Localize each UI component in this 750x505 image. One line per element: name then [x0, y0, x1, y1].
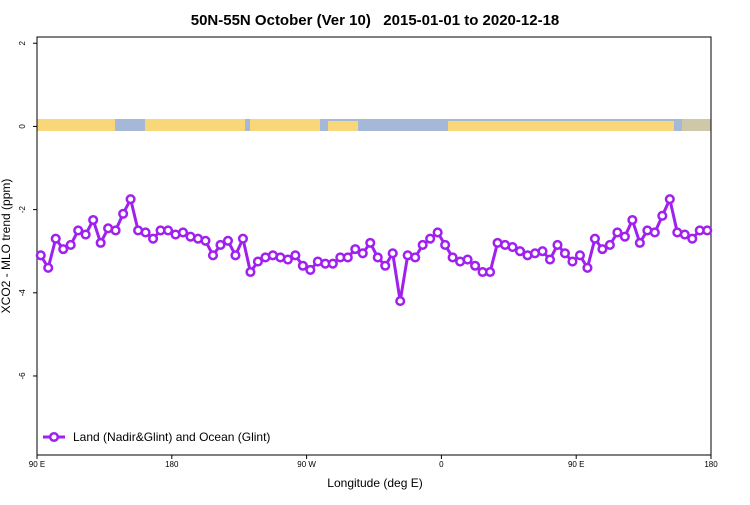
x-tick-label: 180: [704, 460, 718, 469]
data-point: [282, 254, 293, 265]
data-point: [215, 239, 226, 251]
plot-frame: [36, 36, 712, 456]
data-point: [297, 260, 308, 271]
data-point: [619, 231, 630, 242]
data-point: [432, 227, 443, 238]
data-point: [88, 214, 99, 226]
data-point: [110, 225, 121, 236]
data-point: [387, 248, 398, 259]
data-point: [43, 262, 54, 273]
data-point: [222, 235, 234, 246]
data-point: [395, 296, 406, 307]
data-point: [559, 248, 571, 259]
x-tick-label: 90 E: [568, 460, 584, 469]
y-tick-label: -6: [18, 372, 27, 380]
data-point: [410, 252, 421, 263]
data-point: [207, 250, 219, 261]
data-point: [65, 239, 76, 251]
y-tick-label: 2: [18, 40, 27, 45]
y-tick-label: -2: [18, 206, 27, 214]
data-point: [537, 246, 548, 257]
data-point: [230, 250, 241, 261]
data-point: [148, 233, 159, 244]
data-point: [177, 227, 189, 238]
x-tick-label: 90 E: [29, 460, 45, 469]
legend-marker: [48, 431, 60, 443]
data-point: [125, 194, 136, 205]
data-point: [327, 258, 338, 269]
data-point: [417, 239, 428, 251]
y-axis-label: XCO2 - MLO trend (ppm): [0, 179, 13, 314]
data-point: [350, 244, 361, 255]
data-point: [597, 244, 608, 255]
data-point: [702, 225, 713, 236]
data-point: [73, 225, 84, 236]
data-point: [485, 266, 496, 278]
data-point: [552, 239, 563, 251]
data-point: [365, 237, 376, 248]
data-point: [649, 227, 660, 238]
data-point: [679, 229, 690, 240]
data-point: [574, 250, 585, 261]
data-point: [342, 252, 353, 263]
data-point: [163, 225, 174, 236]
y-tick-label: 0: [18, 124, 27, 129]
x-axis-label: Longitude (deg E): [327, 476, 422, 490]
data-point: [440, 239, 451, 251]
data-point: [657, 210, 668, 221]
data-point: [118, 208, 129, 219]
data-point: [380, 260, 391, 271]
data-point: [305, 264, 316, 275]
legend-label: Land (Nadir&Glint) and Ocean (Glint): [73, 430, 270, 444]
data-point: [514, 246, 526, 257]
data-point: [462, 254, 473, 265]
data-point: [507, 241, 518, 253]
data-point: [612, 227, 623, 238]
data-point: [470, 260, 481, 271]
data-point: [372, 252, 383, 263]
data-point: [425, 233, 436, 244]
data-point: [290, 250, 301, 261]
data-point: [567, 256, 578, 267]
data-point: [140, 227, 151, 238]
land-ocean-strip: [37, 119, 711, 131]
data-point: [80, 229, 91, 240]
data-point: [604, 239, 615, 251]
data-point: [582, 262, 593, 273]
data-point: [589, 233, 600, 244]
data-point: [252, 256, 263, 267]
chart-title: 50N-55N October (Ver 10) 2015-01-01 to 2…: [191, 12, 560, 29]
data-point: [664, 194, 675, 205]
data-point: [237, 233, 248, 244]
data-point: [447, 252, 458, 263]
data-point: [58, 244, 69, 255]
data-point: [50, 233, 61, 244]
data-point: [634, 237, 645, 248]
data-point: [35, 250, 46, 261]
x-tick-label: 180: [165, 460, 179, 469]
data-point: [687, 233, 698, 244]
data-point: [200, 235, 211, 246]
data-point: [357, 248, 368, 259]
data-point: [245, 266, 256, 278]
x-tick-label: 0: [439, 460, 444, 469]
data-point: [544, 254, 556, 265]
data-point: [95, 237, 106, 248]
y-tick-label: -4: [18, 289, 27, 297]
x-tick-label: 90 W: [297, 460, 316, 469]
data-point: [627, 214, 638, 226]
